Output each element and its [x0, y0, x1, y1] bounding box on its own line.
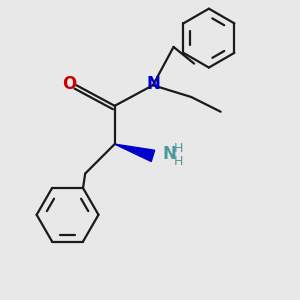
- Polygon shape: [115, 144, 155, 161]
- Text: H: H: [174, 155, 183, 168]
- Text: H: H: [174, 142, 183, 155]
- Text: O: O: [62, 75, 76, 93]
- Text: N: N: [162, 146, 176, 164]
- Text: N: N: [146, 75, 160, 93]
